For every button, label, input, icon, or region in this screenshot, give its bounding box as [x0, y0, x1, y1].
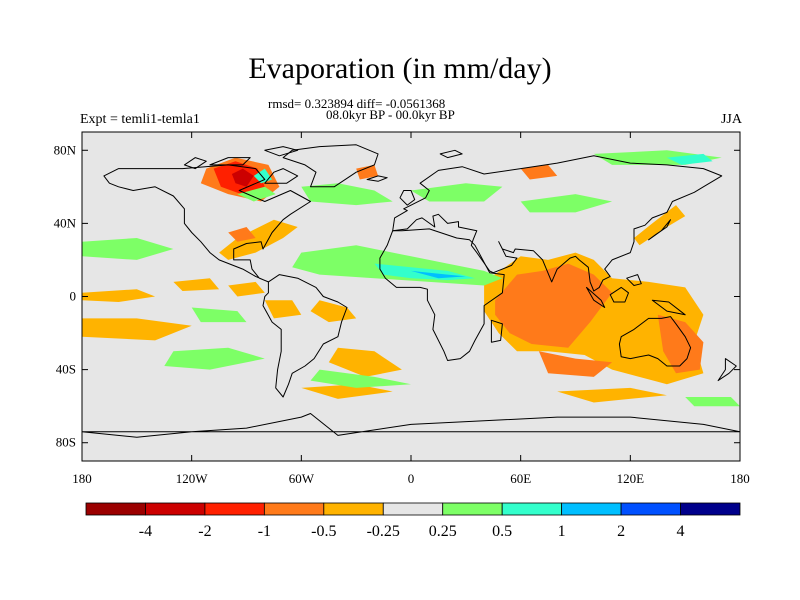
anomaly-region [520, 164, 558, 180]
anomaly-region [228, 281, 265, 297]
anomaly-region [301, 384, 393, 399]
coastline [264, 146, 299, 157]
coastline [490, 319, 503, 343]
colorbar-swatch [501, 502, 563, 516]
colorbar-swatch [145, 502, 206, 516]
anomaly-region [191, 307, 247, 323]
colorbar-label: 0.5 [492, 523, 512, 540]
coastline [609, 286, 629, 303]
anomaly-fields [82, 150, 740, 407]
coastline [439, 149, 463, 159]
lon-tick-label: 0 [408, 471, 415, 486]
axis-ticks: 80N 40N 0 40S 80S 180 120W 60W 0 60E 120E 180 [54, 132, 750, 486]
season-label: JJA [720, 112, 742, 127]
experiment-label: Expt = temli1-temla1 [80, 112, 200, 127]
lat-tick-label: 80N [54, 142, 77, 157]
anomaly-region [328, 347, 402, 377]
coastline [379, 228, 505, 361]
coastline [399, 190, 416, 206]
anomaly-region [310, 369, 411, 388]
coastline [392, 155, 723, 292]
lat-tick-label: 80S [56, 435, 76, 450]
anomaly-region [411, 183, 503, 202]
colorbar-swatch [263, 502, 325, 516]
coastline [209, 157, 251, 166]
lon-tick-label: 180 [730, 471, 750, 486]
colorbar-label: -1 [258, 523, 271, 540]
anomaly-region [356, 164, 379, 180]
lat-tick-label: 40N [54, 215, 77, 230]
anomaly-region [685, 397, 740, 407]
lat-tick-label: 0 [70, 289, 77, 304]
coastline [103, 164, 311, 283]
anomaly-region [264, 300, 302, 319]
anomaly-region [557, 387, 667, 403]
anomaly-region [164, 347, 265, 370]
colorbar-label: -0.25 [367, 523, 400, 540]
lon-tick-label: 60W [289, 471, 315, 486]
colorbar-swatch [620, 502, 681, 516]
anomaly-region [82, 289, 156, 302]
lon-tick-label: 120E [617, 471, 645, 486]
colorbar-label: -0.5 [311, 523, 336, 540]
anomaly-region [228, 227, 256, 242]
colorbar-swatch [85, 502, 146, 516]
lon-tick-label: 180 [72, 471, 92, 486]
colorbar-swatch [323, 502, 384, 516]
coastline [626, 274, 642, 286]
anomaly-region [411, 270, 466, 279]
colorbar-swatch [561, 502, 622, 516]
anomaly-region [520, 194, 613, 213]
colorbar-label: 4 [677, 523, 685, 540]
coastline [262, 274, 348, 398]
colorbar-label: 1 [558, 523, 566, 540]
coastline [282, 144, 379, 188]
anomaly-region [538, 351, 613, 377]
coastline [82, 413, 740, 438]
period-line: 08.0kyr BP - 00.0kyr BP [326, 107, 455, 122]
anomaly-region [82, 318, 192, 341]
anomaly-region [310, 300, 357, 323]
coastlines [82, 144, 740, 438]
coastline [651, 299, 686, 316]
anomaly-region [301, 183, 393, 206]
coastline [586, 286, 606, 308]
lat-tick-label: 40S [56, 362, 76, 377]
coastline [366, 175, 388, 182]
anomaly-region [495, 263, 613, 348]
colorbar-swatch [204, 502, 265, 516]
anomaly-region [634, 205, 686, 246]
coastline [717, 358, 737, 382]
colorbar-label: -2 [198, 523, 211, 540]
anomaly-region [237, 186, 276, 202]
lon-tick-label: 120W [176, 471, 209, 486]
colorbar-label: 2 [617, 523, 625, 540]
chart-title: Evaporation (in mm/day) [248, 52, 552, 85]
colorbar-swatch [680, 502, 741, 516]
colorbar: -4 -2 -1 -0.5 -0.25 0.25 0.5 1 2 4 [85, 502, 741, 540]
lon-tick-label: 60E [510, 471, 531, 486]
colorbar-swatch [382, 502, 444, 516]
anomaly-region [219, 219, 298, 260]
colorbar-label: -4 [139, 523, 152, 540]
coastline [648, 219, 671, 241]
anomaly-region [82, 238, 174, 260]
coastline [618, 316, 692, 367]
stats-line: rmsd= 0.323894 diff= -0.0561368 [268, 96, 446, 111]
anomaly-region [231, 168, 254, 187]
anomaly-region [657, 314, 704, 374]
anomaly-region [173, 278, 220, 291]
colorbar-label: 0.25 [429, 523, 457, 540]
colorbar-swatch [442, 502, 503, 516]
coastline [183, 157, 207, 170]
anomaly-region [666, 153, 713, 165]
coastline [264, 168, 299, 184]
